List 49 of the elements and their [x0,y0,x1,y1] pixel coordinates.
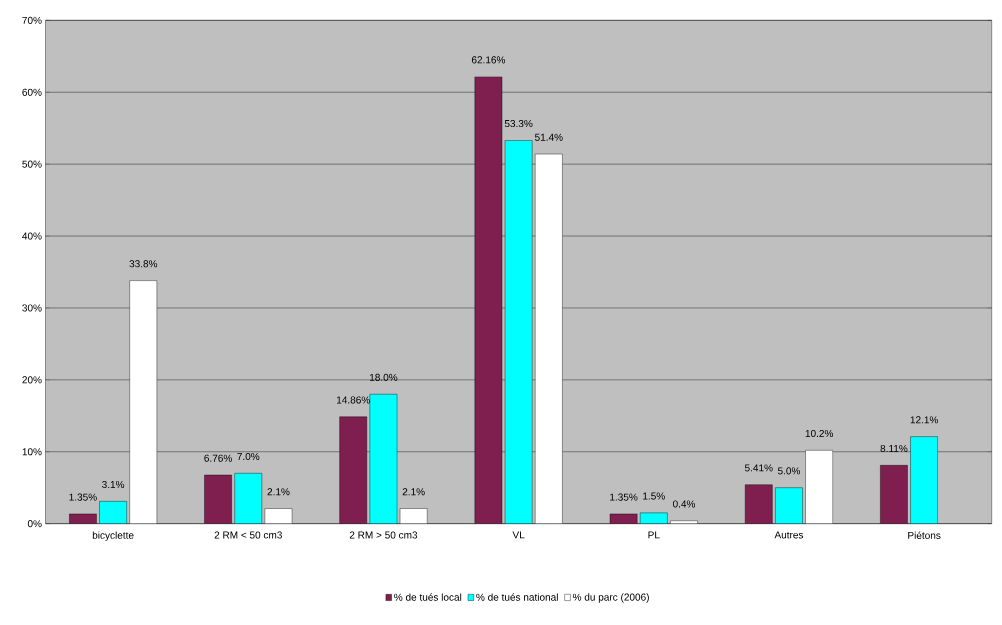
x-tick-label: 2 RM < 50 cm3 [214,531,282,539]
legend-label: % du parc (2006) [572,593,649,603]
x-tick-label: Piétons [908,531,941,540]
y-tick-label: 20% [22,376,42,384]
y-tick-label: 30% [22,304,42,312]
data-label: 14.86% [337,396,370,404]
x-tick-label: 2 RM > 50 cm3 [349,531,418,539]
data-label: 5.41% [744,464,773,472]
bar [805,450,833,524]
bar [744,484,773,524]
bar [129,280,158,524]
x-tick-label: PL [648,531,660,539]
y-tick-label: 50% [22,160,42,168]
x-tick-label: bicyclette [92,531,134,542]
bar [609,513,638,524]
data-label: 12.1% [910,416,939,424]
bar [640,512,668,524]
data-label: 10.2% [805,430,834,438]
data-label: 2.1% [402,488,425,496]
bar [535,154,563,524]
bar [204,475,232,524]
data-label: 2.1% [267,488,290,496]
data-label: 1.35% [610,493,638,501]
bar [99,501,127,524]
data-label: 62.16% [471,56,506,64]
data-label: 18.0% [370,374,398,382]
data-label: 8.11% [880,445,908,453]
data-label: 33.8% [129,260,158,268]
bar [880,465,908,524]
data-label: 6.76% [204,454,232,462]
y-tick-label: 70% [22,17,42,25]
data-label: 1.5% [643,492,665,500]
data-label: 51.4% [535,133,563,142]
legend-label: % de tués local [394,593,462,602]
data-label: 0.4% [672,500,696,508]
bar [69,513,97,524]
y-tick-label: 10% [22,448,42,456]
y-tick-label: 40% [22,232,42,240]
bar [775,487,803,524]
y-tick-label: 60% [22,88,42,97]
legend-label: % de tués national [476,593,558,602]
data-label: 5.0% [777,467,801,475]
x-tick-label: Autres [774,531,804,539]
y-tick-label: 0% [27,520,42,528]
data-label: 53.3% [504,120,533,128]
data-label: 7.0% [237,453,260,461]
x-tick-label: VL [512,531,525,539]
data-label: 1.35% [69,493,97,501]
data-label: 3.1% [102,481,125,489]
